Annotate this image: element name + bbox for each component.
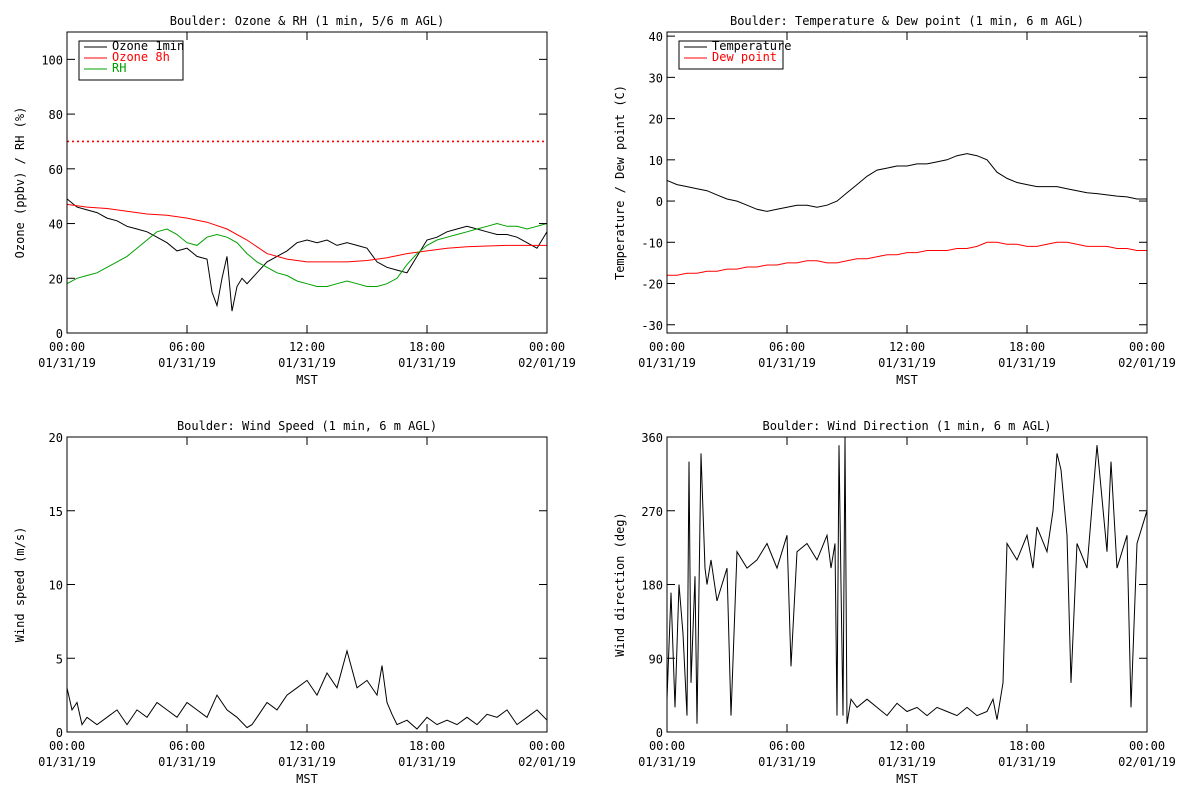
series-line-rh [66, 222, 548, 287]
y-axis-label: Ozone (ppbv) / RH (%) [13, 107, 27, 259]
y-tick-label: 0 [656, 726, 663, 740]
x-axis-label: MST [896, 772, 918, 786]
y-tick-label: 60 [49, 163, 63, 177]
x-tick-date-label: 01/31/19 [758, 356, 816, 370]
x-tick-date-label: 01/31/19 [158, 356, 216, 370]
y-tick-label: -10 [641, 236, 663, 250]
x-tick-time-label: 00:00 [1129, 340, 1165, 354]
legend-label: Ozone 8h [112, 50, 170, 64]
x-axis-label: MST [896, 373, 918, 387]
chart-panel-wind_direction: Boulder: Wind Direction (1 min, 6 m AGL)… [613, 419, 1176, 786]
x-tick-date-label: 01/31/19 [878, 755, 936, 769]
legend-label: Temperature [712, 39, 791, 53]
x-tick-date-label: 01/31/19 [278, 356, 336, 370]
x-tick-time-label: 00:00 [649, 340, 685, 354]
y-tick-label: 360 [641, 431, 663, 445]
x-tick-date-label: 01/31/19 [998, 755, 1056, 769]
y-axis-label: Wind speed (m/s) [13, 527, 27, 643]
x-tick-time-label: 18:00 [409, 739, 445, 753]
y-tick-label: 100 [41, 53, 63, 67]
x-tick-time-label: 06:00 [769, 739, 805, 753]
chart-panel-ozone: Boulder: Ozone & RH (1 min, 5/6 m AGL)02… [13, 14, 576, 387]
y-tick-label: 0 [56, 726, 63, 740]
y-tick-label: 270 [641, 505, 663, 519]
y-tick-label: 10 [49, 579, 63, 593]
x-tick-time-label: 18:00 [1009, 739, 1045, 753]
y-tick-label: 10 [649, 154, 663, 168]
x-tick-time-label: 06:00 [769, 340, 805, 354]
x-tick-time-label: 12:00 [289, 340, 325, 354]
x-tick-time-label: 00:00 [529, 340, 565, 354]
series-line-ozone-1min [66, 198, 548, 312]
x-axis-label: MST [296, 373, 318, 387]
y-tick-label: -30 [641, 319, 663, 333]
x-tick-time-label: 00:00 [529, 739, 565, 753]
chart-title: Boulder: Ozone & RH (1 min, 5/6 m AGL) [170, 14, 445, 28]
series-line-temperature [666, 153, 1147, 212]
x-tick-time-label: 12:00 [289, 739, 325, 753]
y-tick-label: 30 [649, 71, 663, 85]
y-tick-label: 20 [49, 272, 63, 286]
y-tick-label: 20 [49, 431, 63, 445]
legend-label: Dew point [712, 50, 777, 64]
x-tick-date-label: 02/01/19 [518, 356, 576, 370]
series-line-ozone-8h [66, 203, 547, 263]
y-tick-label: 5 [56, 652, 63, 666]
y-tick-label: 80 [49, 108, 63, 122]
legend-label: Ozone 1min [112, 39, 184, 53]
x-tick-date-label: 01/31/19 [38, 356, 96, 370]
x-tick-date-label: 01/31/19 [758, 755, 816, 769]
chart-title: Boulder: Wind Speed (1 min, 6 m AGL) [177, 419, 437, 433]
x-axis-label: MST [296, 772, 318, 786]
x-tick-time-label: 06:00 [169, 340, 205, 354]
x-tick-time-label: 00:00 [649, 739, 685, 753]
y-tick-label: 90 [649, 652, 663, 666]
chart-title: Boulder: Wind Direction (1 min, 6 m AGL) [763, 419, 1052, 433]
y-tick-label: 40 [49, 218, 63, 232]
x-tick-date-label: 01/31/19 [878, 356, 936, 370]
x-tick-time-label: 18:00 [1009, 340, 1045, 354]
chart-panel-temperature: Boulder: Temperature & Dew point (1 min,… [613, 14, 1176, 387]
plot-frame [666, 31, 1148, 334]
x-tick-date-label: 02/01/19 [518, 755, 576, 769]
y-tick-label: -20 [641, 278, 663, 292]
y-tick-label: 180 [641, 579, 663, 593]
x-tick-time-label: 00:00 [49, 739, 85, 753]
y-tick-label: 0 [656, 195, 663, 209]
x-tick-date-label: 01/31/19 [398, 356, 456, 370]
y-tick-label: 15 [49, 505, 63, 519]
x-tick-date-label: 02/01/19 [1118, 755, 1176, 769]
x-tick-date-label: 01/31/19 [398, 755, 456, 769]
x-tick-time-label: 06:00 [169, 739, 205, 753]
x-tick-date-label: 01/31/19 [38, 755, 96, 769]
x-tick-time-label: 18:00 [409, 340, 445, 354]
x-tick-date-label: 01/31/19 [638, 356, 696, 370]
x-tick-date-label: 01/31/19 [638, 755, 696, 769]
x-tick-time-label: 12:00 [889, 340, 925, 354]
y-tick-label: 0 [56, 327, 63, 341]
y-tick-label: 20 [649, 113, 663, 127]
chart-panel-wind_speed: Boulder: Wind Speed (1 min, 6 m AGL) 0 5 10… [13, 419, 576, 786]
plot-frame [66, 436, 548, 733]
chart-title: Boulder: Temperature & Dew point (1 min,… [730, 14, 1084, 28]
series-line-wind-speed [66, 648, 548, 730]
legend-label: RH [112, 61, 126, 75]
y-tick-label: 40 [649, 30, 663, 44]
x-tick-time-label: 00:00 [1129, 739, 1165, 753]
x-tick-date-label: 01/31/19 [998, 356, 1056, 370]
series-line-dew-point [667, 241, 1147, 276]
y-axis-label: Wind direction (deg) [613, 512, 627, 657]
x-tick-time-label: 12:00 [889, 739, 925, 753]
series-line-wind-direction [666, 436, 1148, 724]
x-tick-time-label: 00:00 [49, 340, 85, 354]
x-tick-date-label: 01/31/19 [278, 755, 336, 769]
x-tick-date-label: 01/31/19 [158, 755, 216, 769]
y-axis-label: Temperature / Dew point (C) [613, 85, 627, 280]
legend-box [678, 40, 784, 70]
x-tick-date-label: 02/01/19 [1118, 356, 1176, 370]
